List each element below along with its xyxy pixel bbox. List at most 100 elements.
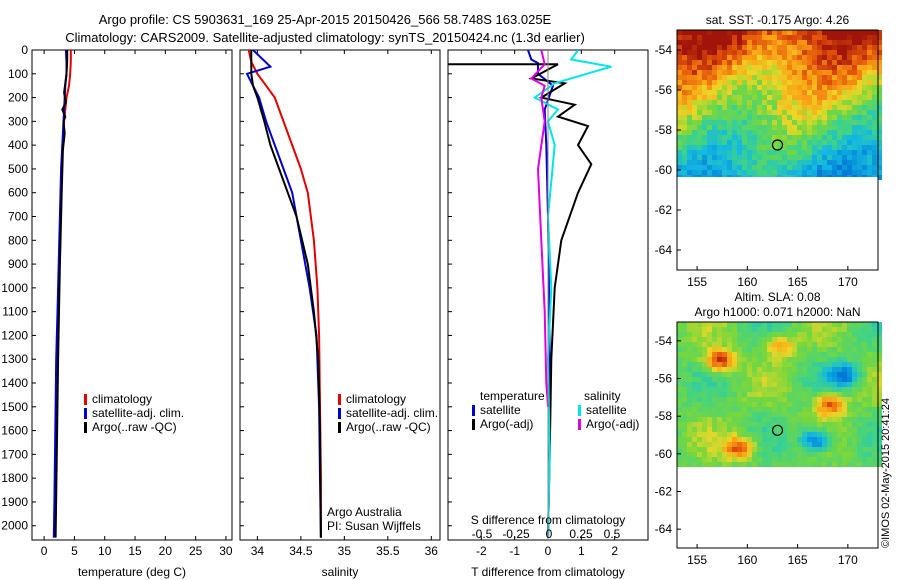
y-tick-label: -62	[655, 485, 673, 499]
y-tick-label: 1000	[1, 281, 28, 295]
x-tick-label: 160	[737, 275, 757, 289]
y-tick-label: 1300	[1, 352, 28, 366]
x-axis-label: temperature (deg C)	[78, 565, 186, 579]
y-tick-label: 300	[8, 114, 28, 128]
x-tick-label: 1	[578, 544, 585, 558]
y-tick-label: -56	[655, 83, 673, 97]
y-tick-label: -58	[655, 409, 673, 423]
x-tick-label: 165	[788, 553, 808, 567]
series-line-salinity-argo-adj-	[529, 50, 549, 407]
map-subtitle: Argo h1000: 0.071 h2000: NaN	[694, 305, 860, 319]
x-tick-label: 2	[611, 544, 618, 558]
y-tick-label: 1800	[1, 471, 28, 485]
legend-entry: satellite	[480, 403, 521, 417]
legend-entry: Argo(-adj)	[480, 417, 533, 431]
timestamp-credit: ©IMOS 02-May-2015 20:41:24	[880, 398, 892, 548]
map-frame	[676, 29, 879, 271]
x-tick-label: 165	[788, 275, 808, 289]
y-tick-label: -64	[655, 522, 673, 536]
legend-swatch	[472, 419, 475, 430]
no-data-area	[677, 177, 878, 270]
figure-title-line1: Argo profile: CS 5903631_169 25-Apr-2015…	[98, 12, 552, 27]
heatmap-field	[677, 30, 882, 180]
y-tick-label: 500	[8, 162, 28, 176]
map-title: Altim. SLA: 0.08	[734, 290, 820, 304]
y-tick-label: -60	[655, 163, 673, 177]
x-tick-label: 155	[687, 553, 707, 567]
y-tick-label: 2000	[1, 519, 28, 533]
series-line-argo-raw-qc-	[54, 50, 69, 538]
x-tick-label: 10	[98, 544, 112, 558]
x-tick-label: 160	[737, 553, 757, 567]
secondary-x-tick-label: 0	[546, 527, 553, 541]
legend-entry: climatology	[92, 392, 152, 406]
secondary-x-tick-label: -0.25	[502, 527, 530, 541]
x-tick-label: 35.5	[376, 544, 400, 558]
figure-title-line2: Climatology: CARS2009. Satellite-adjuste…	[65, 30, 585, 45]
series-line-temperature-argo-adj-	[448, 63, 593, 538]
x-tick-label: 15	[128, 544, 142, 558]
y-tick-label: 1700	[1, 447, 28, 461]
y-tick-label: -64	[655, 243, 673, 257]
legend-swatch	[472, 405, 475, 416]
legend-entry: Argo(..raw -QC)	[92, 420, 177, 434]
y-tick-label: 1900	[1, 495, 28, 509]
series-line-salinity-satellite	[532, 50, 612, 538]
y-tick-label: 700	[8, 210, 28, 224]
secondary-x-tick-label: 0.25	[569, 527, 593, 541]
legend-swatch	[338, 408, 341, 419]
y-tick-label: -56	[655, 372, 673, 386]
x-tick-label: 170	[838, 275, 858, 289]
legend-entry: satellite	[586, 403, 627, 417]
legend-swatch	[84, 408, 87, 419]
map-title: sat. SST: -0.175 Argo: 4.26	[706, 13, 850, 27]
y-tick-label: 1400	[1, 376, 28, 390]
x-tick-label: 170	[838, 553, 858, 567]
y-tick-label: 900	[8, 257, 28, 271]
legend-swatch	[84, 394, 87, 405]
legend-swatch	[338, 422, 341, 433]
x-tick-label: 0	[41, 544, 48, 558]
y-tick-label: -54	[655, 334, 673, 348]
panel-annotation: Argo Australia	[327, 505, 402, 519]
legend-group-title: temperature	[480, 389, 545, 403]
x-axis-label: T difference from climatology	[471, 565, 625, 579]
secondary-x-axis-label: S difference from climatology	[471, 513, 626, 527]
y-tick-label: 400	[8, 138, 28, 152]
legend-swatch	[578, 405, 581, 416]
panel-1-frame	[31, 49, 233, 541]
y-tick-label: 1600	[1, 424, 28, 438]
y-tick-label: 1100	[2, 305, 28, 319]
x-tick-label: 30	[219, 544, 233, 558]
legend-entry: satellite-adj. clim.	[346, 406, 438, 420]
panel-annotation: PI: Susan Wijffels	[327, 519, 421, 533]
map-frame	[676, 321, 879, 549]
x-tick-label: 0	[545, 544, 552, 558]
y-tick-label: 100	[8, 67, 28, 81]
x-tick-label: 155	[687, 275, 707, 289]
panel-2-frame	[239, 49, 441, 541]
legend-swatch	[84, 422, 87, 433]
y-tick-label: 200	[8, 91, 28, 105]
legend-entry: climatology	[346, 392, 406, 406]
secondary-x-tick-label: 0.5	[604, 527, 621, 541]
argo-location-marker	[771, 139, 784, 151]
x-tick-label: 25	[189, 544, 203, 558]
x-tick-label: 34	[251, 544, 265, 558]
legend-entry: Argo(..raw -QC)	[346, 420, 431, 434]
y-tick-label: 600	[8, 186, 28, 200]
no-data-area	[677, 467, 878, 548]
legend-entry: Argo(-adj)	[586, 417, 639, 431]
x-tick-label: 36	[425, 544, 439, 558]
y-tick-label: -62	[655, 203, 673, 217]
legend-swatch	[338, 394, 341, 405]
secondary-x-tick-label: -0.5	[472, 527, 493, 541]
x-tick-label: 34.5	[289, 544, 313, 558]
x-tick-label: 20	[159, 544, 173, 558]
y-tick-label: -54	[655, 43, 673, 57]
legend-swatch	[578, 419, 581, 430]
y-tick-label: 1200	[1, 328, 28, 342]
y-tick-label: 0	[21, 43, 28, 57]
y-tick-label: 800	[8, 233, 28, 247]
